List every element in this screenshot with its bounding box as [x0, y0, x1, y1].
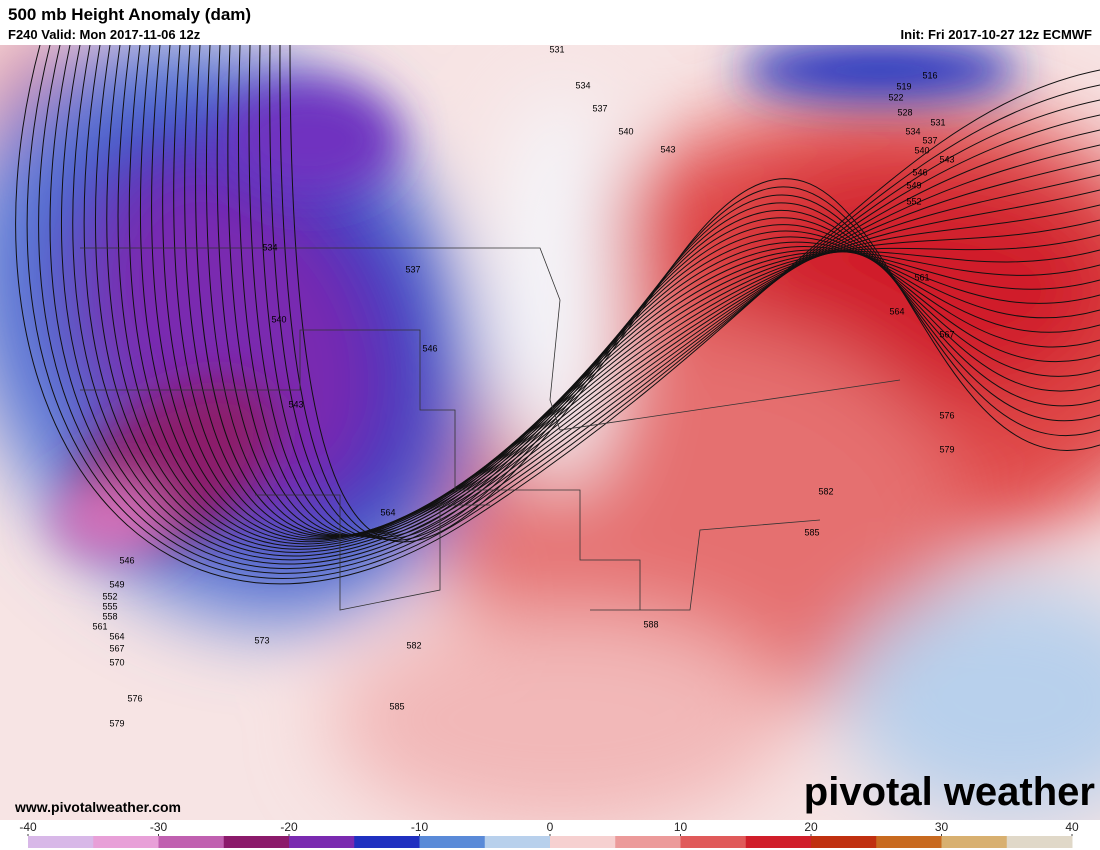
contour-label: 543	[939, 154, 954, 164]
contour-label: 564	[889, 306, 904, 316]
colorbar-tick-label: -40	[19, 820, 37, 834]
contour-label: 570	[109, 657, 124, 667]
colorbar-tick-label: -20	[280, 820, 298, 834]
contour-label: 537	[922, 135, 937, 145]
contour-label: 585	[389, 701, 404, 711]
colorbar: -40 -30 -20 -10 0 10 20 30 40	[0, 820, 1100, 850]
colorbar-swatch	[1006, 836, 1073, 848]
colorbar-swatch	[484, 836, 551, 848]
contour-label: 522	[888, 92, 903, 102]
colorbar-tick-label: 10	[674, 820, 688, 834]
colorbar-swatch	[876, 836, 942, 848]
contour-labels: 5315345375405435165195225285315345375405…	[92, 44, 954, 728]
contour-line	[128, 45, 1100, 545]
contour-label: 531	[549, 44, 564, 54]
contour-line	[269, 45, 1100, 540]
contour-label: 543	[660, 144, 675, 154]
colorbar-swatch	[615, 836, 681, 848]
contour-line	[38, 45, 1100, 574]
contour-label: 564	[380, 507, 395, 517]
contour-label: 579	[109, 718, 124, 728]
contour-label: 576	[127, 693, 142, 703]
colorbar-swatch	[289, 836, 355, 848]
colorbar-swatch	[93, 836, 159, 848]
colorbar-swatch	[223, 836, 290, 848]
contour-label: 582	[406, 640, 421, 650]
contour-line	[248, 45, 1100, 538]
valid-time: F240 Valid: Mon 2017-11-06 12z	[8, 27, 201, 42]
colorbar-swatch	[941, 836, 1008, 848]
borders	[80, 247, 901, 611]
contour-label: 564	[109, 631, 124, 641]
contour-line	[289, 45, 1100, 543]
contour-label: 555	[102, 601, 117, 611]
contour-label: 546	[912, 167, 927, 177]
init-time: Init: Fri 2017-10-27 12z ECMWF	[901, 27, 1092, 42]
contour-label: 537	[405, 264, 420, 274]
colorbar-swatch	[28, 836, 94, 848]
contour-label: 540	[618, 126, 633, 136]
watermark: pivotal weather	[804, 770, 1095, 814]
contour-line	[258, 45, 1100, 539]
contour-label: 552	[102, 591, 117, 601]
contour-label: 567	[939, 329, 954, 339]
contour-label: 567	[109, 643, 124, 653]
colorbar-tick-label: 20	[804, 820, 818, 834]
colorbar-tick-label: 30	[935, 820, 949, 834]
contour-label: 546	[422, 343, 437, 353]
colorbar-tick-label: -30	[150, 820, 168, 834]
contour-label: 546	[119, 555, 134, 565]
contour-label: 573	[254, 635, 269, 645]
contour-line	[60, 45, 1100, 565]
contour-label: 549	[109, 579, 124, 589]
contour-label: 582	[818, 486, 833, 496]
contour-line	[83, 45, 1100, 557]
contour-label: 534	[575, 80, 590, 90]
contour-label: 585	[804, 527, 819, 537]
height-contours	[15, 45, 1100, 585]
colorbar-swatch	[419, 836, 486, 848]
contour-line	[173, 45, 1100, 538]
contour-label: 561	[914, 272, 929, 282]
contour-label: 552	[906, 196, 921, 206]
website: www.pivotalweather.com	[14, 799, 181, 815]
contour-label: 537	[592, 103, 607, 113]
contour-label: 576	[939, 410, 954, 420]
contour-label: 531	[930, 117, 945, 127]
contour-line	[279, 45, 1100, 541]
contour-label: 519	[896, 81, 911, 91]
contour-label: 558	[102, 611, 117, 621]
contour-line	[95, 45, 1100, 553]
anomaly-core	[50, 45, 1020, 560]
colorbar-swatch	[158, 836, 225, 848]
contour-label: 534	[905, 126, 920, 136]
contour-label: 549	[906, 180, 921, 190]
contour-label: 561	[92, 621, 107, 631]
contour-label: 579	[939, 444, 954, 454]
colorbar-swatch	[680, 836, 747, 848]
colorbar-tick-label: 0	[547, 820, 554, 834]
contour-label: 516	[922, 70, 937, 80]
contour-line	[49, 45, 1100, 569]
contour-label: 588	[643, 619, 658, 629]
contour-label: 540	[271, 314, 286, 324]
colorbar-swatch	[745, 836, 812, 848]
contour-label: 540	[914, 145, 929, 155]
colorbar-swatch	[811, 836, 877, 848]
colorbar-swatch	[550, 836, 616, 848]
title: 500 mb Height Anomaly (dam)	[8, 5, 251, 24]
colorbar-tick-label: 40	[1065, 820, 1079, 834]
contour-line	[151, 45, 1100, 541]
contour-line	[117, 45, 1100, 547]
contour-line	[15, 45, 1100, 585]
colorbar-tick-label: -10	[411, 820, 429, 834]
contour-label: 543	[288, 399, 303, 409]
contour-label: 534	[262, 242, 277, 252]
colorbar-swatch	[354, 836, 420, 848]
contour-label: 528	[897, 107, 912, 117]
contour-line	[26, 45, 1100, 579]
map: 5315345375405435165195225285315345375405…	[0, 44, 1100, 820]
